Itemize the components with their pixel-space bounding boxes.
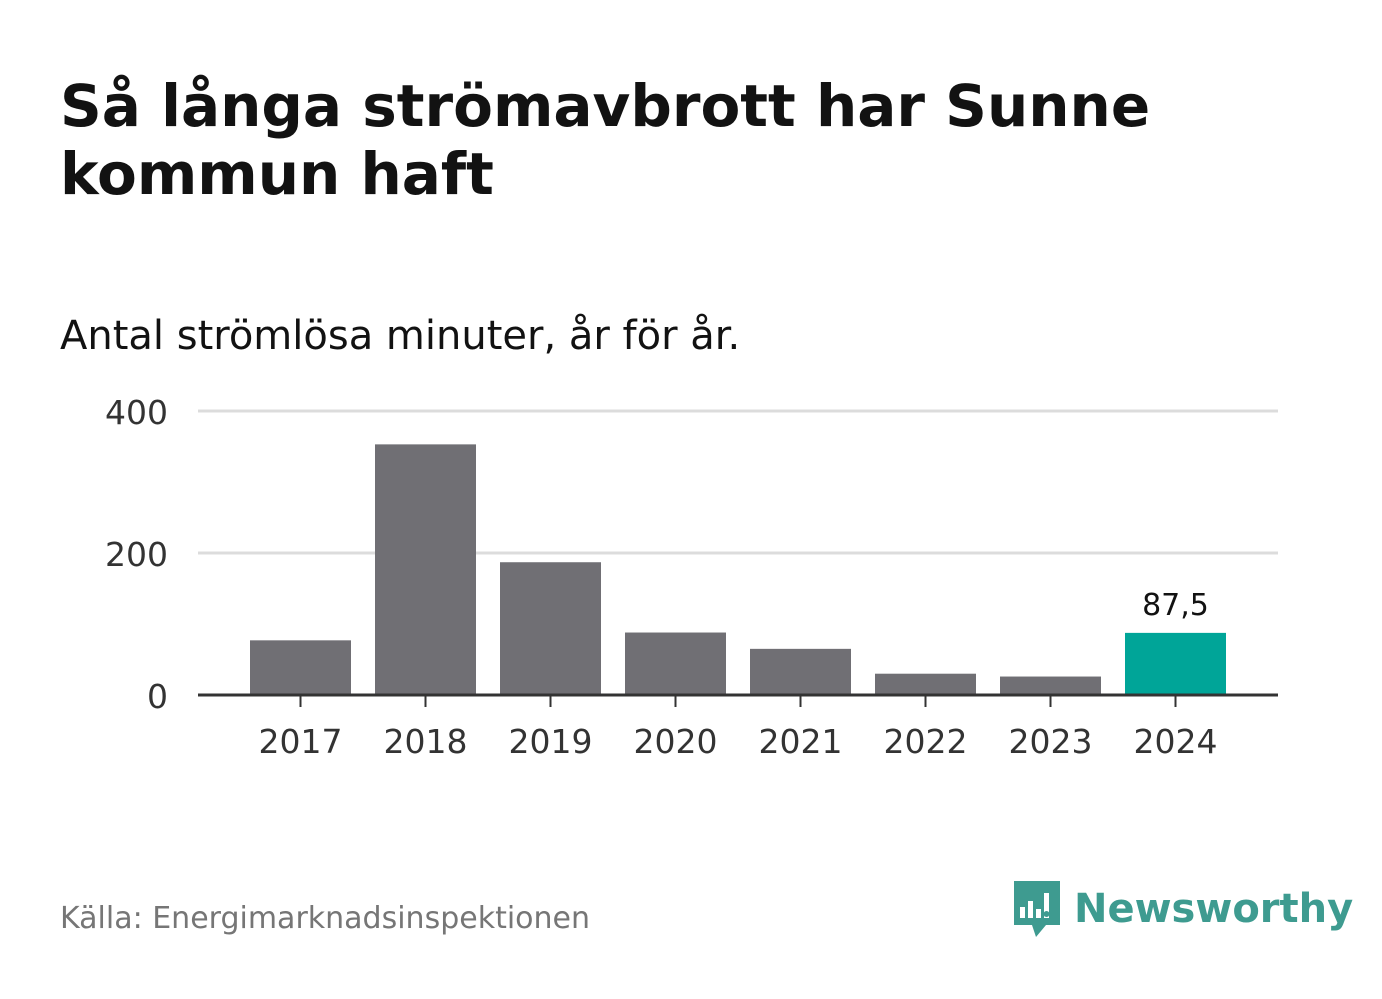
bar-2023 [1000, 676, 1101, 695]
x-tick-label: 2023 [1009, 722, 1093, 761]
bar-chart: 0 200 400 2017 2018 2019 2020 2021 2022 2023 2024 8… [105, 393, 1278, 761]
x-tick-label: 2021 [759, 722, 843, 761]
x-tick-label: 2019 [509, 722, 593, 761]
chart-subtitle: Antal strömlösa minuter, år för år. [60, 313, 741, 359]
bar-2020 [625, 632, 726, 695]
brand-label: Newsworthy [1074, 886, 1354, 932]
bar-2024 [1125, 632, 1226, 695]
bar-2019 [500, 562, 601, 695]
data-label: 87,5 [1142, 588, 1209, 623]
bar-2021 [750, 648, 851, 695]
bar-chart-speech-bubble-icon [1014, 881, 1060, 937]
x-tick-label: 2024 [1134, 722, 1218, 761]
y-tick-label: 0 [147, 677, 168, 716]
x-tick-label: 2022 [884, 722, 968, 761]
source-note: Källa: Energimarknadsinspektionen [60, 901, 591, 936]
bar-2018 [375, 444, 476, 695]
bar-2022 [875, 673, 976, 695]
chart-title: Så långa strömavbrott har Sunne kommun h… [60, 72, 1151, 208]
x-tick-label: 2020 [634, 722, 718, 761]
x-tick-label: 2017 [259, 722, 343, 761]
x-tick-label: 2018 [384, 722, 468, 761]
y-tick-label: 200 [105, 535, 168, 574]
y-tick-label: 400 [105, 393, 168, 432]
newsworthy-logo: Newsworthy [1012, 878, 1353, 940]
bar-2017 [250, 640, 351, 695]
